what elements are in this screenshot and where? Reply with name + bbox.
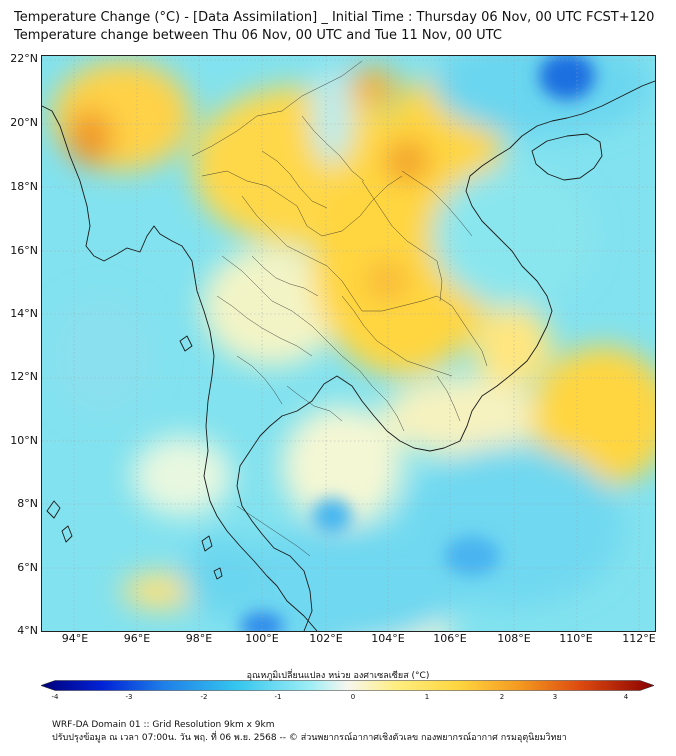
lon-label-94: 94°E xyxy=(61,632,89,645)
colorbar-tick-3: 3 xyxy=(552,693,558,701)
lon-label-102: 102°E xyxy=(309,632,343,645)
temperature-change-map xyxy=(41,55,656,632)
colorbar-tick-neg1: -1 xyxy=(274,693,282,701)
model-info: WRF-DA Domain 01 :: Grid Resolution 9km … xyxy=(52,720,275,730)
colorbar-tick-neg4: -4 xyxy=(51,693,59,701)
coastlines xyxy=(42,80,655,631)
lat-label-22: 22°N xyxy=(10,52,38,65)
map-title: Temperature Change (°C) - [Data Assimila… xyxy=(14,10,655,25)
admin-borders xyxy=(191,60,488,557)
lon-label-100: 100°E xyxy=(245,632,279,645)
lon-label-112: 112°E xyxy=(622,632,656,645)
colorbar-tick-4: 4 xyxy=(623,693,629,701)
credit-line: ปรับปรุงข้อมูล ณ เวลา 07:00น. วัน พฤ. ที… xyxy=(52,733,567,743)
lon-label-106: 106°E xyxy=(433,632,467,645)
lat-label-14: 14°N xyxy=(10,307,38,320)
lon-label-98: 98°E xyxy=(185,632,213,645)
lat-label-12: 12°N xyxy=(10,370,38,383)
cold-spots xyxy=(240,56,595,631)
colorbar-tick-0: 0 xyxy=(350,693,356,701)
colorbar-tick-neg2: -2 xyxy=(200,693,208,701)
map-subtitle: Temperature change between Thu 06 Nov, 0… xyxy=(14,28,502,43)
lon-label-110: 110°E xyxy=(559,632,593,645)
lat-label-6: 6°N xyxy=(17,561,38,574)
lat-label-10: 10°N xyxy=(10,434,38,447)
lat-label-8: 8°N xyxy=(17,497,38,510)
lat-label-4: 4°N xyxy=(17,624,38,637)
lon-label-104: 104°E xyxy=(371,632,405,645)
lat-label-16: 16°N xyxy=(10,244,38,257)
colorbar-body xyxy=(41,680,654,691)
colorbar-tick-neg3: -3 xyxy=(125,693,133,701)
lon-label-96: 96°E xyxy=(123,632,151,645)
colorbar-tick-1: 1 xyxy=(424,693,430,701)
lat-label-18: 18°N xyxy=(10,180,38,193)
colorbar xyxy=(41,680,654,691)
colorbar-tick-2: 2 xyxy=(499,693,505,701)
temperature-field xyxy=(52,56,655,631)
lon-label-108: 108°E xyxy=(497,632,531,645)
lat-label-20: 20°N xyxy=(10,116,38,129)
colorbar-label: อุณหภูมิเปลี่ยนแปลง หน่วย องศาเซลเซียส (… xyxy=(246,671,430,681)
